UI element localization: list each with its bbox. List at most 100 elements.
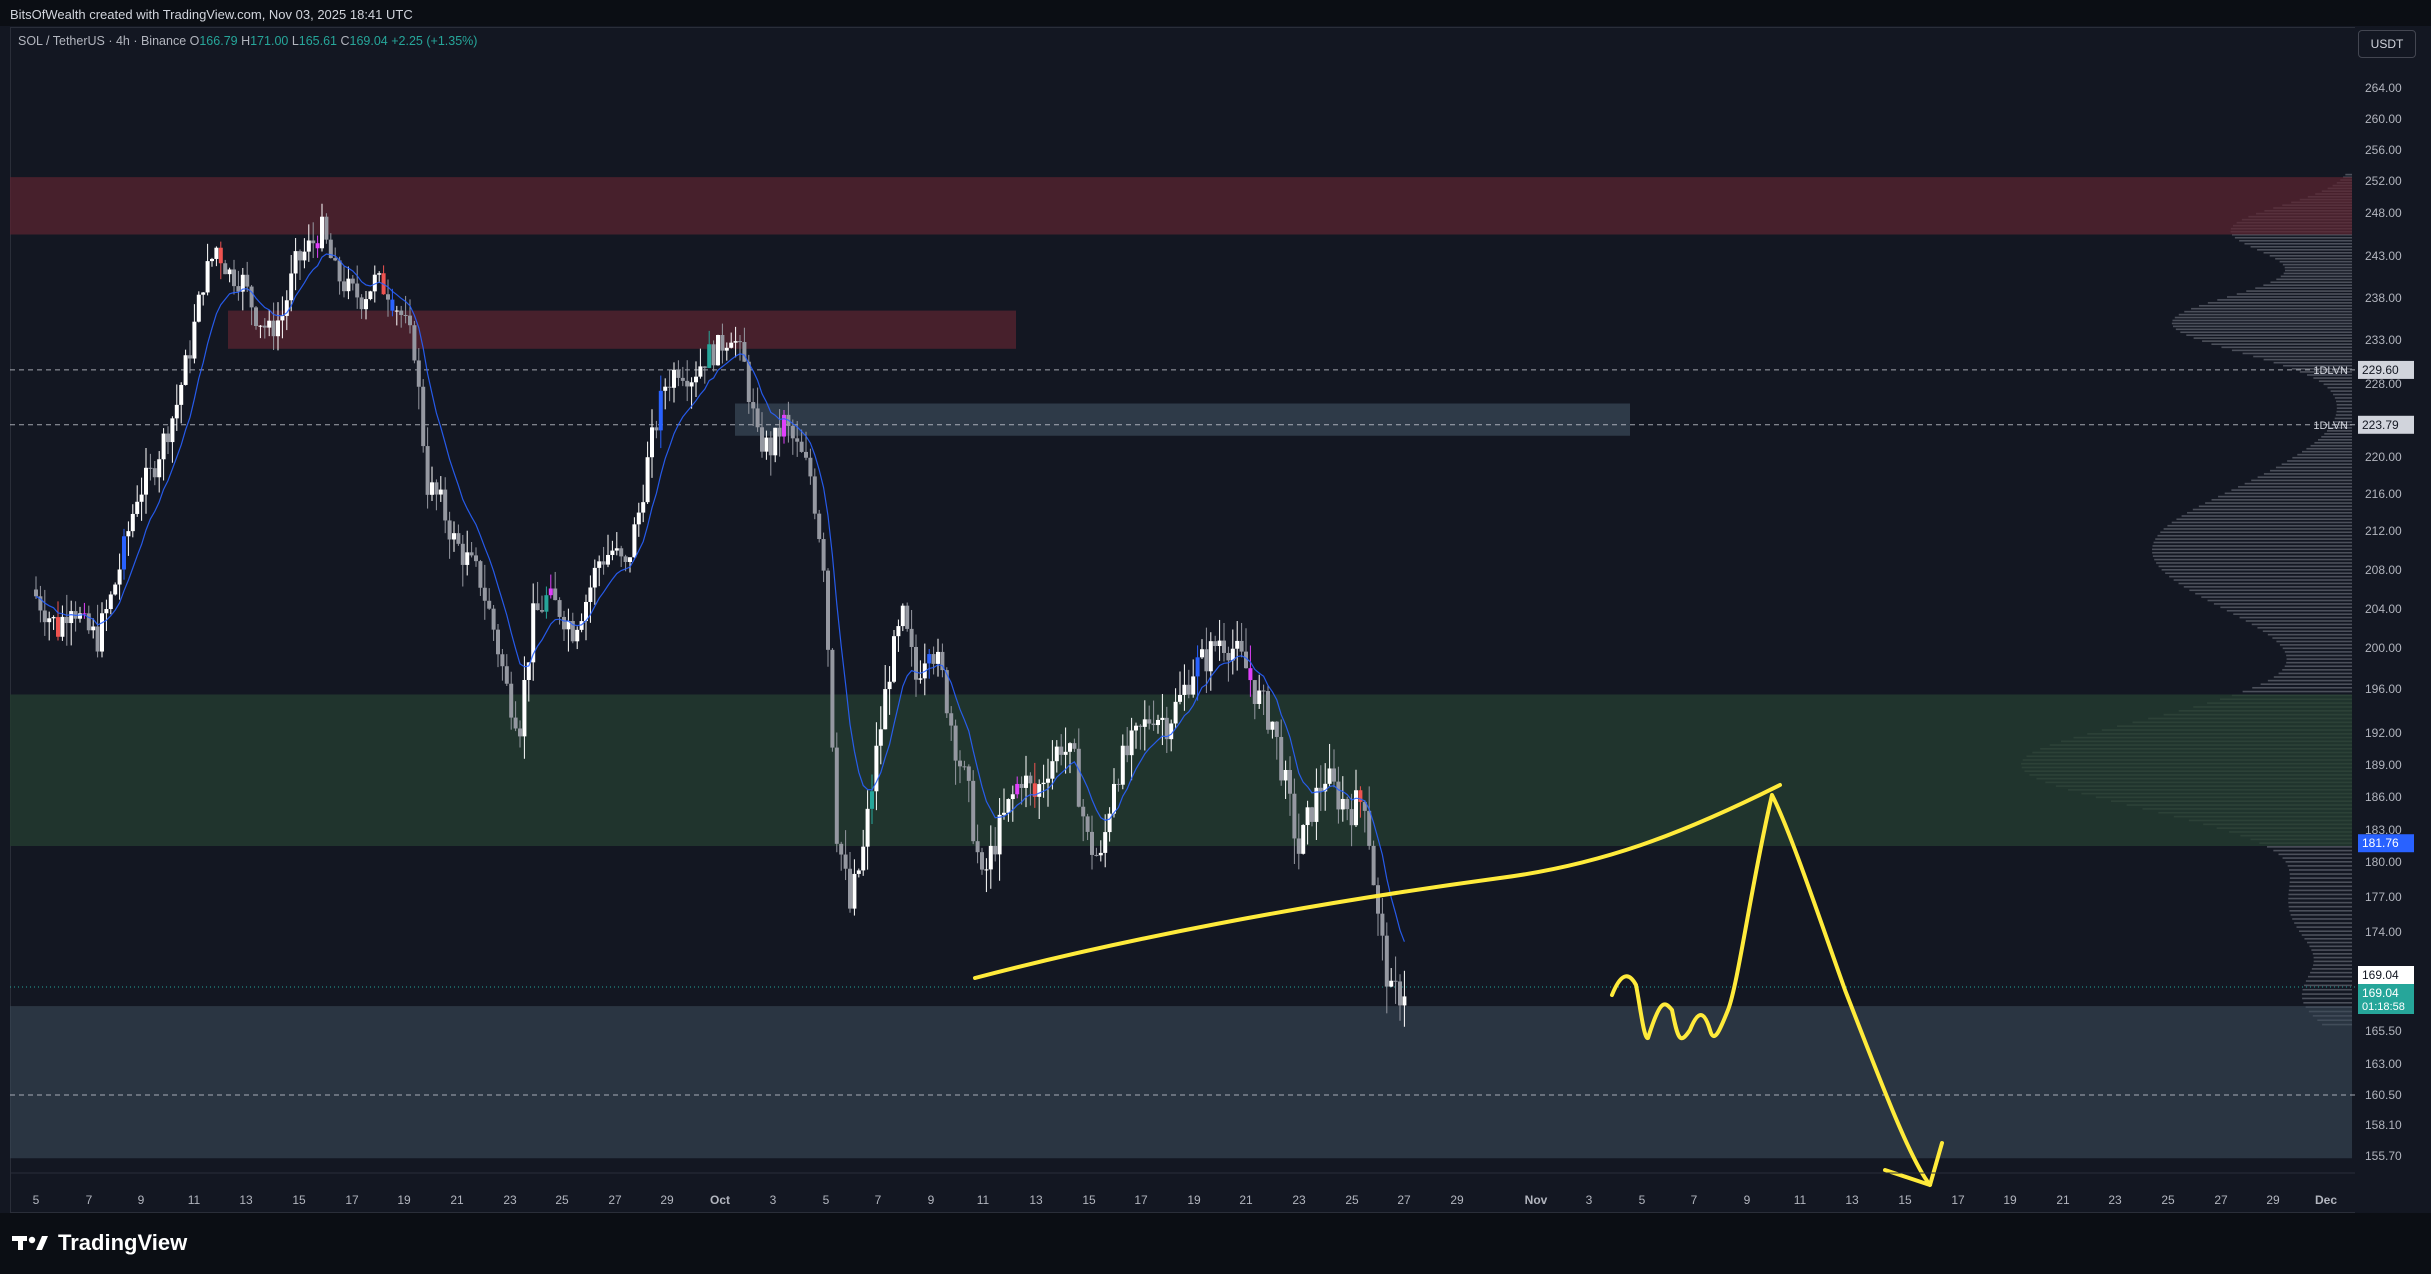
candle-body	[1010, 794, 1015, 800]
volume-bar	[2284, 269, 2352, 272]
price-axis-bg	[2355, 27, 2421, 1213]
candle-body	[707, 344, 712, 368]
candle-body	[1296, 838, 1301, 854]
time-tick-label: 29	[1450, 1193, 1464, 1207]
candle-body	[751, 402, 756, 409]
volume-bar	[2321, 436, 2352, 438]
price-tick-label: 160.50	[2365, 1088, 2402, 1102]
candle-body	[117, 569, 122, 585]
candle-body	[1068, 743, 1072, 752]
price-tick-label: 252.00	[2365, 174, 2402, 188]
candle-body	[1292, 793, 1297, 839]
volume-bar	[2189, 589, 2352, 592]
volume-bar	[2301, 993, 2352, 995]
candle-body	[1305, 807, 1310, 826]
volume-bar	[2307, 941, 2352, 944]
candle-body	[896, 626, 901, 637]
candle-body	[254, 307, 258, 327]
volume-bar	[2272, 637, 2352, 639]
volume-bar	[2174, 316, 2352, 319]
candle-body	[1261, 690, 1266, 692]
last-price-box	[2358, 984, 2414, 1014]
trendline	[973, 783, 1782, 980]
candle-body	[1103, 832, 1108, 853]
symbol-title[interactable]: SOL / TetherUS · 4h · Binance	[18, 34, 187, 48]
candle-body	[764, 437, 769, 452]
price-chart[interactable]: 1DLVN 1DLVN 264.00 260.00 256.00 252.00 248.0…	[0, 0, 2431, 1213]
candle-body	[900, 605, 905, 627]
volume-bar	[2273, 361, 2352, 364]
time-tick-label: 27	[608, 1193, 622, 1207]
candle-body	[298, 251, 302, 261]
volume-bar	[2267, 679, 2352, 682]
candle-body	[1288, 769, 1292, 794]
candle-body	[1200, 649, 1204, 658]
candle-body	[944, 670, 949, 714]
candle-body	[667, 386, 672, 388]
volume-bar	[2198, 505, 2352, 508]
time-tick-label: 21	[1239, 1193, 1253, 1207]
time-tick-label: 9	[1744, 1193, 1751, 1207]
candle-body	[570, 620, 575, 642]
volume-bar	[2221, 346, 2352, 349]
volume-bar	[2279, 644, 2352, 646]
volume-bar	[2244, 242, 2352, 245]
volume-bar	[2227, 296, 2352, 298]
candle-body	[456, 533, 461, 544]
candle-body	[1283, 769, 1288, 781]
volume-bar	[2278, 853, 2352, 856]
tradingview-logo[interactable]: TradingView	[12, 1230, 187, 1256]
candle-body	[346, 278, 351, 292]
candle-body	[1191, 676, 1196, 695]
candle-body	[1371, 845, 1376, 886]
time-tick-label: Dec	[2315, 1193, 2337, 1207]
volume-bar	[2175, 328, 2352, 331]
volume-bar	[2262, 630, 2352, 633]
price-tick-label: 233.00	[2365, 333, 2402, 347]
price-axis[interactable]: 264.00 260.00 256.00 252.00 248.00 243.00 238.…	[2355, 27, 2421, 1213]
volume-bar	[2288, 897, 2352, 900]
close-value: 169.04	[349, 34, 388, 48]
candle-body	[544, 595, 549, 612]
volume-bar	[2286, 654, 2352, 657]
time-axis[interactable]: 5 7 9 11 13 15 17 19 21 23 25 27 29 Oct 3 5 7 9 11 13 15 17 19…	[10, 1172, 2355, 1207]
volume-bar	[2224, 492, 2352, 495]
candle-body	[821, 539, 826, 571]
volume-bar	[2289, 881, 2352, 884]
volume-bar	[2296, 926, 2352, 928]
candle-body	[852, 873, 857, 909]
candle-body	[742, 342, 747, 362]
candle-body	[1182, 684, 1187, 695]
candle-body	[430, 482, 434, 495]
candle-body	[1358, 790, 1363, 802]
candle-body	[478, 561, 483, 588]
volume-bar	[2333, 393, 2352, 396]
volume-bar	[2303, 984, 2352, 987]
volume-bar	[2327, 386, 2352, 389]
candle-body	[1235, 640, 1240, 649]
price-tick-label: 243.00	[2365, 249, 2402, 263]
candle-body	[1160, 717, 1165, 720]
zones	[10, 177, 2352, 1159]
currency-button[interactable]: USDT	[2358, 30, 2416, 58]
candle-body	[650, 427, 654, 458]
price-tick-label: 256.00	[2365, 143, 2402, 157]
volume-bar	[2284, 665, 2352, 668]
candle-body	[1151, 723, 1156, 726]
candle-body	[324, 216, 329, 240]
candle-body	[1002, 812, 1006, 815]
volume-bar	[2152, 545, 2352, 547]
price-tick-label: 177.00	[2365, 890, 2402, 904]
candle-body	[1279, 736, 1284, 781]
candle-body	[447, 520, 452, 540]
volume-bar	[2255, 287, 2352, 289]
time-tick-label: 17	[1134, 1193, 1148, 1207]
volume-bar	[2313, 956, 2352, 959]
volume-bar	[2299, 371, 2352, 373]
volume-bar	[2257, 476, 2352, 478]
volume-bar	[2310, 444, 2352, 447]
volume-bar	[2302, 997, 2352, 1000]
time-tick-label: 19	[1187, 1193, 1201, 1207]
low-value: 165.61	[298, 34, 338, 48]
